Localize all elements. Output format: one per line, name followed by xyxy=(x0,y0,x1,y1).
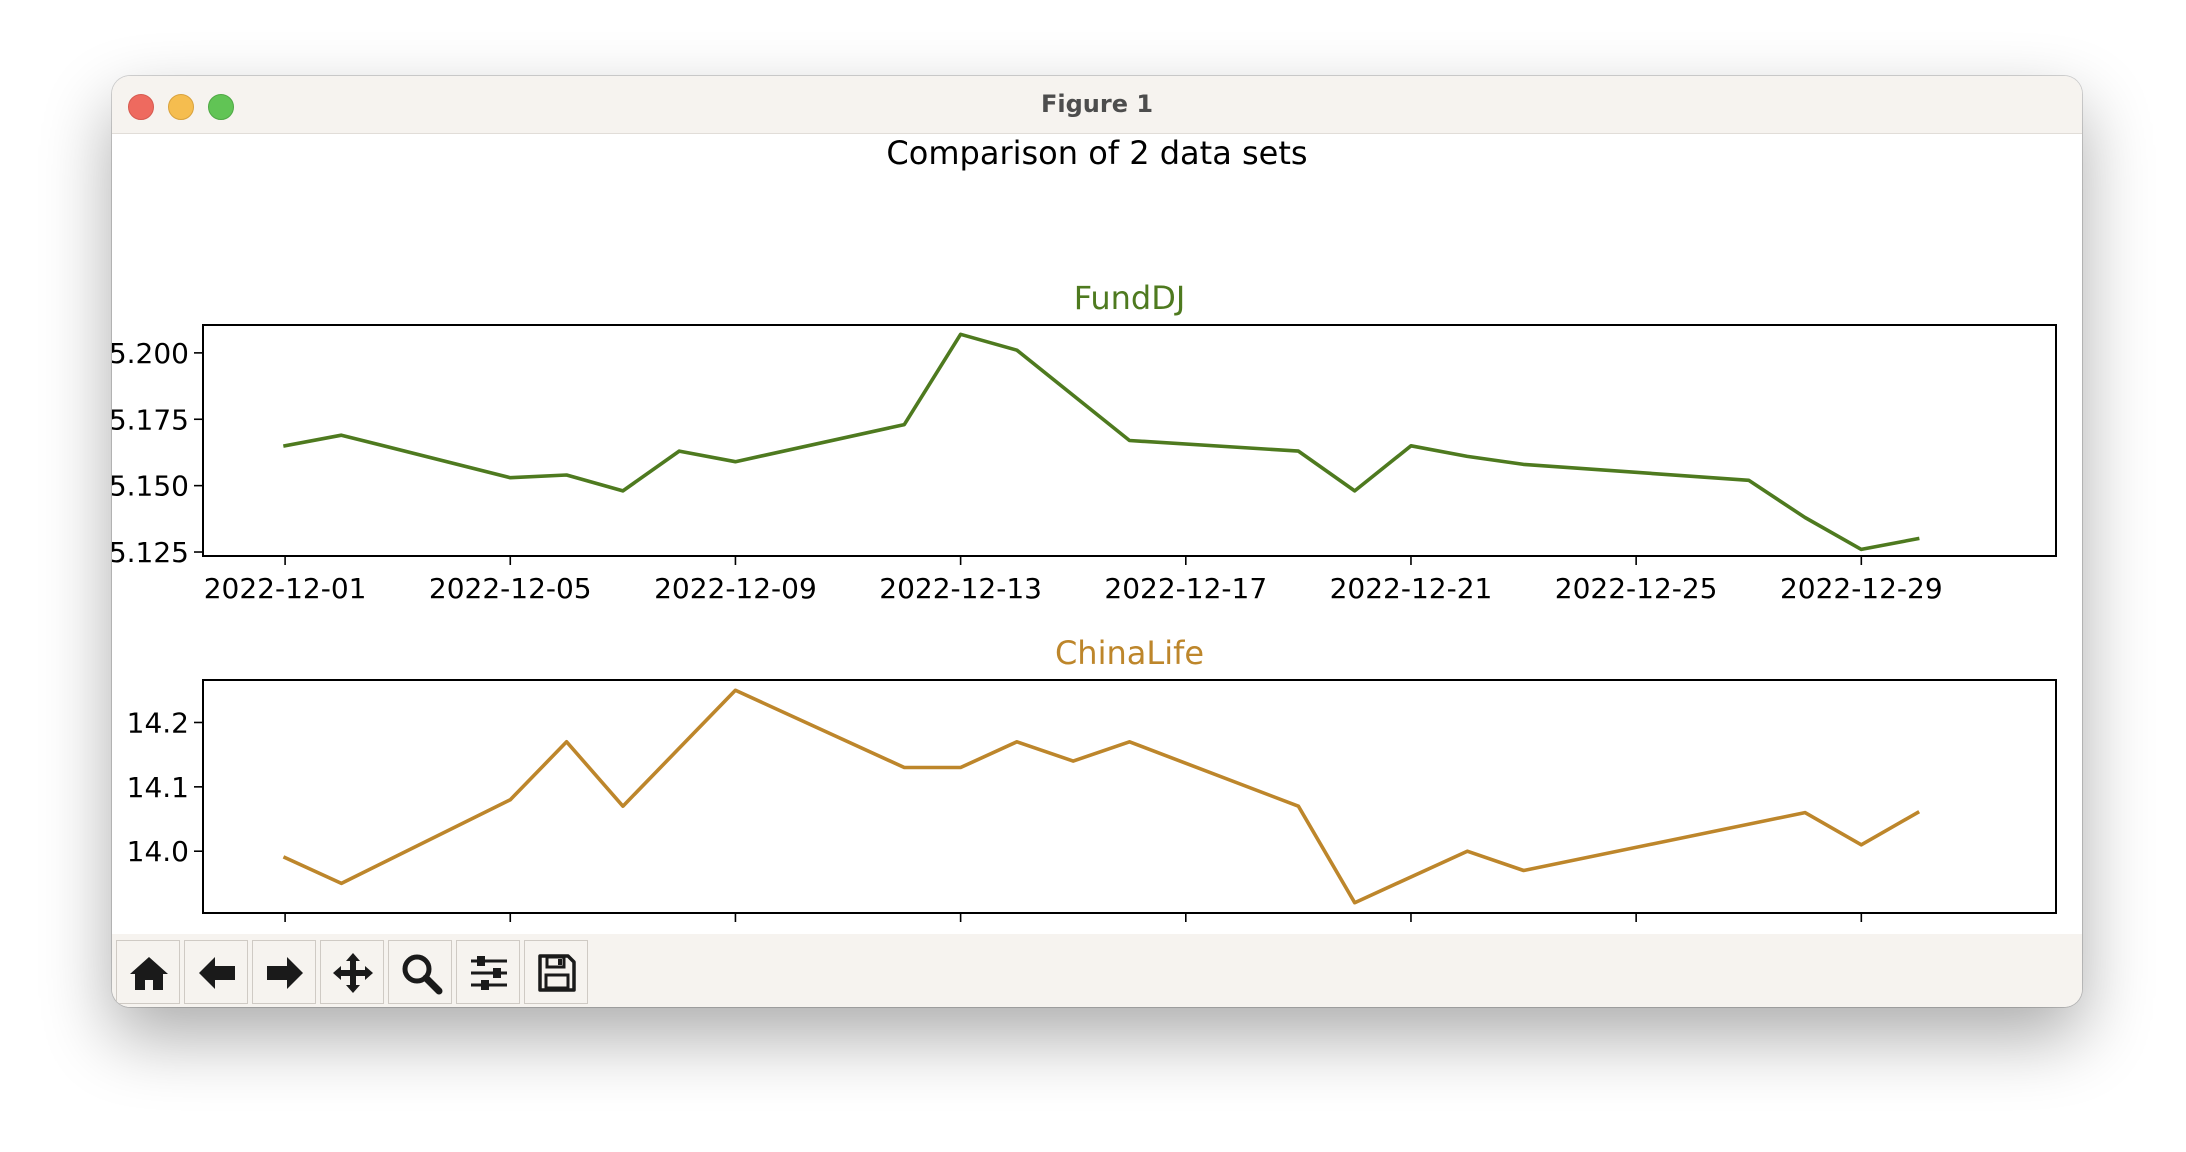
chinalife-subplot-title: ChinaLife xyxy=(1055,634,1204,672)
chinalife-series-line xyxy=(282,688,1921,905)
chinalife-xtick-label: 2022-12-17 xyxy=(1104,929,1267,934)
chinalife-xtick-label: 2022-12-01 xyxy=(204,929,367,934)
funddj-subplot-title: FundDJ xyxy=(1074,279,1186,317)
figure-window: Figure 1 Comparison of 2 data sets FundD… xyxy=(112,76,2082,1007)
funddj-xtick-label: 2022-12-05 xyxy=(429,572,592,605)
chinalife-xtick-label: 2022-12-05 xyxy=(429,929,592,934)
funddj-ytick-label: 5.200 xyxy=(112,337,189,370)
chinalife-xtick-label: 2022-12-25 xyxy=(1555,929,1718,934)
chinalife-xtick-label: 2022-12-29 xyxy=(1780,929,1943,934)
pan-button[interactable] xyxy=(320,940,384,1004)
navigation-toolbar xyxy=(112,934,2082,1007)
funddj-xtick-label: 2022-12-09 xyxy=(654,572,817,605)
chinalife-ytick-label: 14.1 xyxy=(127,771,189,804)
configure-subplots-button[interactable] xyxy=(456,940,520,1004)
window-title: Figure 1 xyxy=(1040,90,1154,118)
close-window-button[interactable] xyxy=(128,94,154,120)
funddj-xtick-label: 2022-12-17 xyxy=(1104,572,1267,605)
maximize-window-button[interactable] xyxy=(208,94,234,120)
pan-move-icon xyxy=(333,953,373,993)
figure-canvas[interactable]: Comparison of 2 data sets FundDJ 5.125 5.1… xyxy=(112,134,2082,934)
home-button[interactable] xyxy=(116,940,180,1004)
back-arrow-icon xyxy=(199,957,235,989)
zoom-button[interactable] xyxy=(388,940,452,1004)
funddj-xtick-label: 2022-12-21 xyxy=(1330,572,1493,605)
zoom-magnifier-icon xyxy=(402,954,443,995)
funddj-ytick-label: 5.150 xyxy=(112,470,189,503)
back-button[interactable] xyxy=(184,940,248,1004)
funddj-xtick-label: 2022-12-25 xyxy=(1555,572,1718,605)
forward-button[interactable] xyxy=(252,940,316,1004)
save-button[interactable] xyxy=(524,940,588,1004)
funddj-xtick-label: 2022-12-13 xyxy=(879,572,1042,605)
forward-arrow-icon xyxy=(267,957,303,989)
funddj-ytick-label: 5.125 xyxy=(112,536,189,569)
minimize-window-button[interactable] xyxy=(168,94,194,120)
figure-suptitle: Comparison of 2 data sets xyxy=(886,134,1307,172)
chinalife-ytick-label: 14.2 xyxy=(127,706,189,739)
chinalife-xtick-label: 2022-12-13 xyxy=(879,929,1042,934)
save-floppy-icon xyxy=(538,954,576,992)
funddj-xtick-label: 2022-12-01 xyxy=(204,572,367,605)
funddj-axes-frame xyxy=(202,324,2057,557)
funddj-ytick-label: 5.175 xyxy=(112,403,189,436)
chinalife-xtick-label: 2022-12-21 xyxy=(1330,929,1493,934)
chinalife-xtick-label: 2022-12-09 xyxy=(654,929,817,934)
funddj-xtick-label: 2022-12-29 xyxy=(1780,572,1943,605)
figure-svg: Comparison of 2 data sets FundDJ 5.125 5.1… xyxy=(112,134,2057,934)
configure-subplots-icon xyxy=(471,956,507,990)
funddj-series-line xyxy=(282,332,1920,552)
chinalife-axes-frame xyxy=(202,679,2057,914)
home-icon xyxy=(130,957,168,990)
title-bar: Figure 1 xyxy=(112,76,2082,134)
chinalife-ytick-label: 14.0 xyxy=(127,835,189,868)
